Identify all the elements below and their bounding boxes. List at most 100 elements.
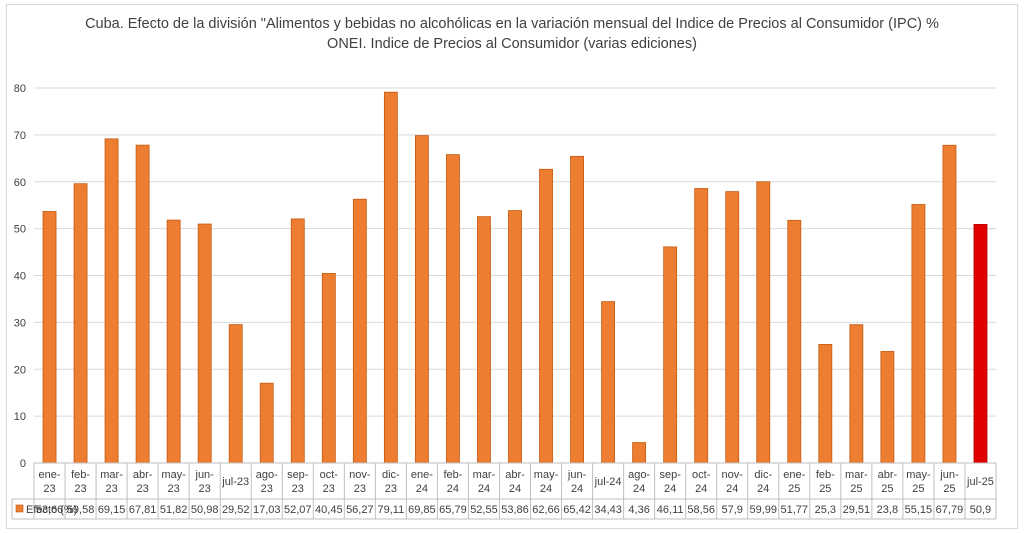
- bar: [756, 181, 771, 464]
- category-label: jul-23: [221, 476, 249, 488]
- category-label: sep-: [287, 469, 309, 481]
- category-label: 23: [354, 483, 366, 495]
- data-label: 62,66: [532, 504, 560, 516]
- bar: [818, 344, 833, 464]
- category-label: ago-: [628, 469, 650, 481]
- category-label: ago-: [256, 469, 278, 481]
- data-label: 4,36: [628, 504, 649, 516]
- bar: [694, 188, 709, 464]
- data-label: 25,3: [815, 504, 836, 516]
- bar: [197, 223, 212, 464]
- category-label: 24: [695, 483, 707, 495]
- category-label: 24: [664, 483, 676, 495]
- category-label: jul-24: [594, 476, 622, 488]
- bar: [259, 382, 274, 464]
- category-label: 24: [509, 483, 521, 495]
- category-label: feb-: [71, 469, 90, 481]
- category-label: ene-: [39, 469, 61, 481]
- category-label: 24: [571, 483, 583, 495]
- category-label: 25: [819, 483, 831, 495]
- category-label: jun-: [195, 469, 215, 481]
- bar: [73, 183, 88, 464]
- category-label: jun-: [939, 469, 959, 481]
- category-label: 25: [912, 483, 924, 495]
- data-label: 59,58: [67, 504, 95, 516]
- category-label: 24: [478, 483, 490, 495]
- y-tick-label: 80: [14, 83, 26, 95]
- legend-label: Efecto (%): [26, 504, 77, 516]
- bar: [725, 191, 740, 464]
- category-label: 25: [943, 483, 955, 495]
- bar: [880, 351, 895, 464]
- category-label: oct-: [320, 469, 339, 481]
- category-label: 23: [105, 483, 117, 495]
- data-label: 55,15: [905, 504, 933, 516]
- bar: [787, 219, 802, 464]
- data-label: 34,43: [594, 504, 622, 516]
- bar: [166, 219, 181, 464]
- category-label: 23: [199, 483, 211, 495]
- bar: [414, 135, 429, 464]
- bar: [446, 154, 460, 464]
- category-label: jul-25: [966, 476, 994, 488]
- data-label: 58,56: [687, 504, 715, 516]
- bar: [104, 138, 119, 464]
- category-label: mar-: [100, 469, 123, 481]
- category-label: 23: [136, 483, 148, 495]
- y-tick-label: 20: [14, 364, 26, 376]
- bar: [973, 224, 988, 464]
- y-tick-label: 60: [14, 177, 26, 189]
- category-label: 23: [43, 483, 55, 495]
- y-tick-label: 50: [14, 224, 26, 236]
- category-label: 24: [726, 483, 738, 495]
- data-label: 52,07: [284, 504, 312, 516]
- bar: [539, 168, 553, 464]
- bar: [290, 218, 305, 464]
- data-label: 69,85: [408, 504, 436, 516]
- category-label: abr-: [505, 469, 525, 481]
- category-label: 24: [416, 483, 428, 495]
- category-label: mar-: [845, 469, 868, 481]
- chart-title-block: Cuba. Efecto de la división "Alimentos y…: [0, 14, 1024, 54]
- category-label: 23: [323, 483, 335, 495]
- y-tick-label: 0: [20, 458, 26, 470]
- data-label: 53,86: [501, 504, 529, 516]
- y-tick-label: 30: [14, 317, 26, 329]
- bar: [570, 155, 584, 464]
- category-label: jun-: [567, 469, 587, 481]
- data-label: 23,8: [877, 504, 898, 516]
- bar: [228, 324, 243, 464]
- category-label: may-: [906, 469, 931, 481]
- data-label: 65,42: [563, 504, 591, 516]
- data-label: 53,66: [36, 504, 64, 516]
- bar: [911, 204, 926, 464]
- chart-subtitle: ONEI. Indice de Precios al Consumidor (v…: [327, 36, 697, 52]
- y-tick-label: 10: [14, 411, 26, 423]
- category-label: 23: [168, 483, 180, 495]
- category-label: 23: [74, 483, 86, 495]
- bar: [942, 144, 957, 464]
- bar: [42, 211, 57, 464]
- data-label: 51,77: [781, 504, 809, 516]
- bar: [508, 210, 522, 464]
- data-label: 67,81: [129, 504, 157, 516]
- data-label: 67,79: [936, 504, 964, 516]
- chart-title: Cuba. Efecto de la división "Alimentos y…: [85, 16, 939, 32]
- category-label: dic-: [382, 469, 400, 481]
- data-label: 29,52: [222, 504, 250, 516]
- category-label: ene-: [783, 469, 805, 481]
- data-label: 69,15: [98, 504, 126, 516]
- category-label: dic-: [754, 469, 772, 481]
- category-label: mar-: [473, 469, 496, 481]
- data-label: 46,11: [657, 504, 684, 516]
- category-label: may-: [534, 469, 559, 481]
- category-label: 24: [447, 483, 459, 495]
- data-label: 17,03: [253, 504, 281, 516]
- category-label: 24: [633, 483, 645, 495]
- y-tick-label: 40: [14, 271, 26, 283]
- category-label: feb-: [816, 469, 835, 481]
- data-label: 50,98: [191, 504, 219, 516]
- category-label: 24: [757, 483, 769, 495]
- data-label: 65,79: [439, 504, 467, 516]
